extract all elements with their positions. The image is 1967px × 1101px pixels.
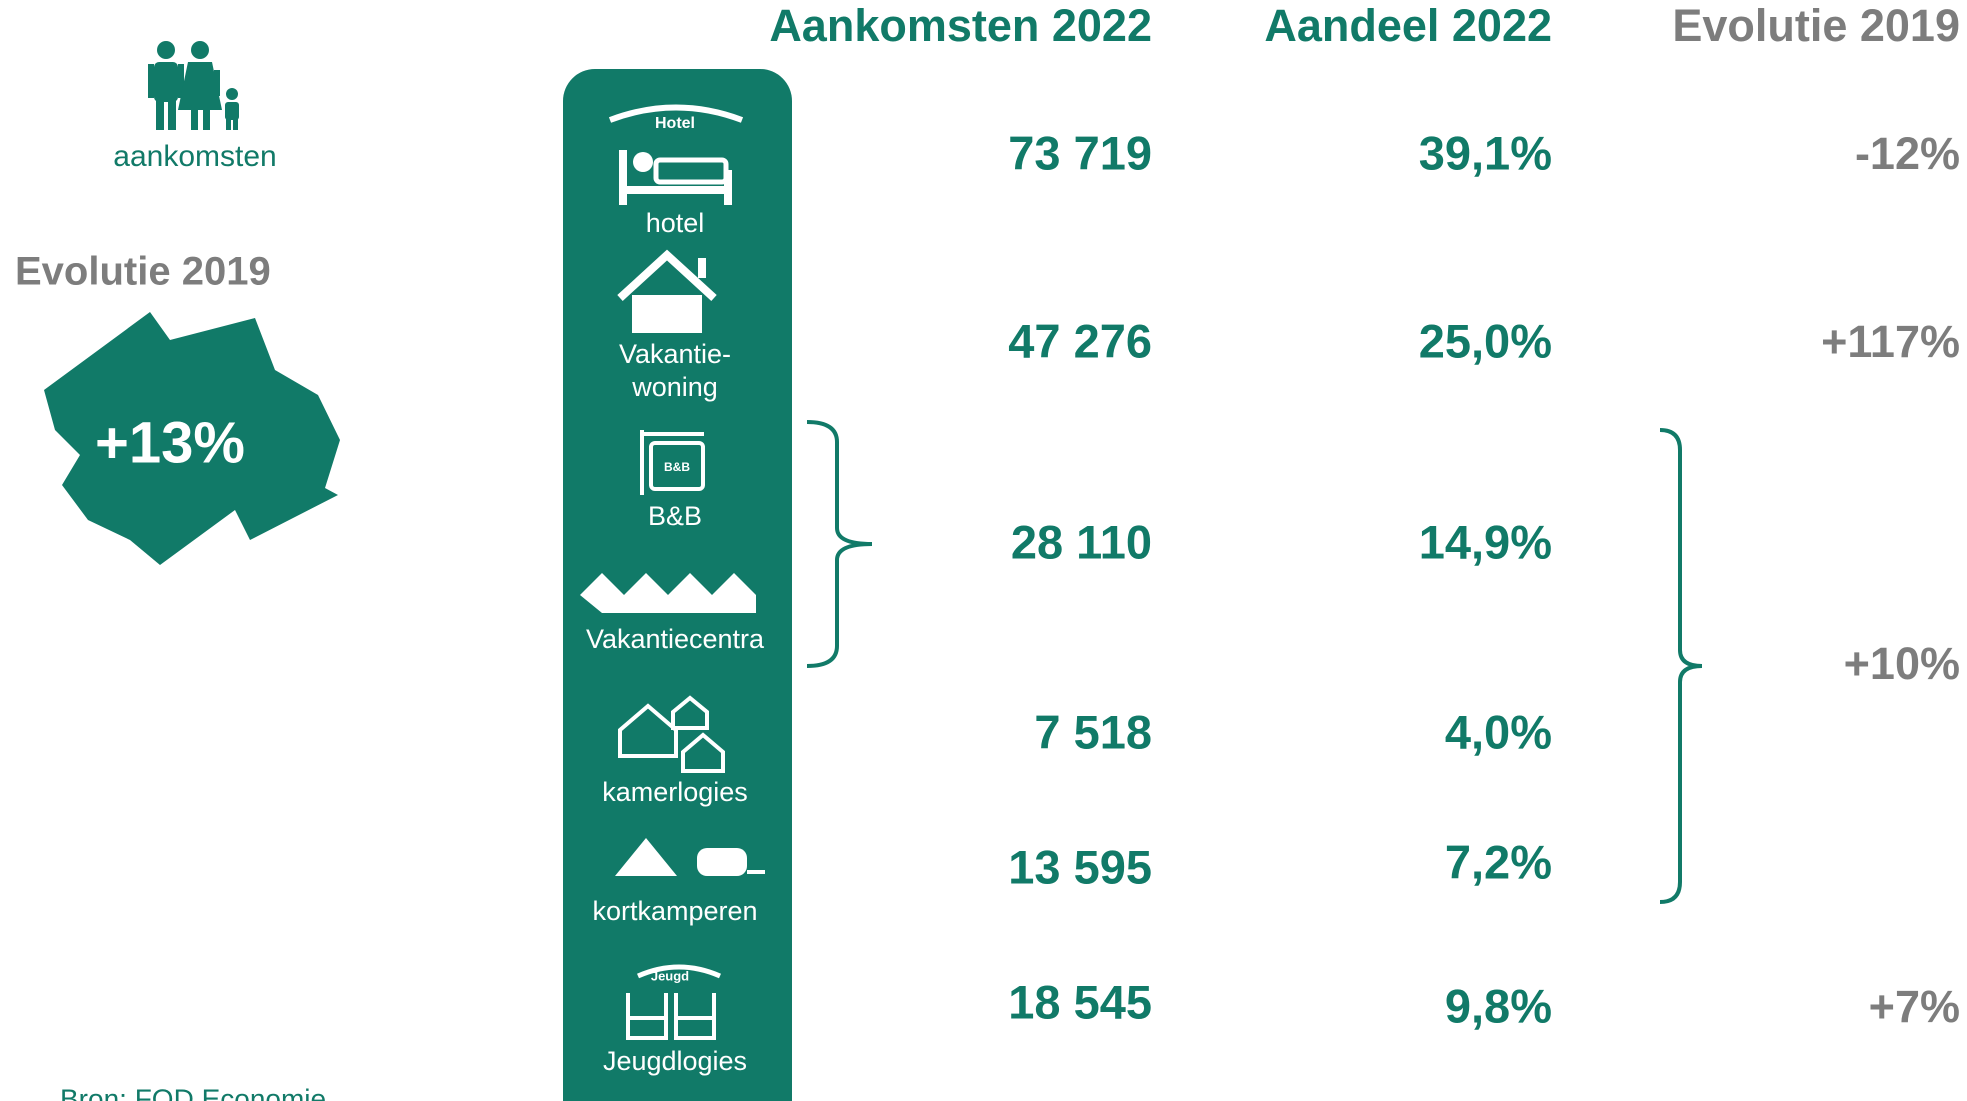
category-label: Jeugdlogies bbox=[603, 1046, 747, 1076]
header: Aandeel 2022 bbox=[1264, 0, 1552, 51]
category-label: B&B bbox=[648, 501, 702, 531]
arrivals: 7 518 bbox=[1034, 705, 1152, 758]
bnb-sign: B&B bbox=[664, 460, 690, 474]
arrivals: 73 719 bbox=[1008, 126, 1152, 179]
evolution-value: +13% bbox=[95, 410, 245, 475]
evolution: +7% bbox=[1869, 981, 1960, 1032]
arrivals: 13 595 bbox=[1008, 840, 1152, 893]
share: 14,9% bbox=[1419, 515, 1552, 568]
source: Bron: FOD Economie bbox=[60, 1083, 326, 1101]
category-label: hotel bbox=[646, 208, 705, 238]
icons bbox=[580, 104, 765, 1040]
category-label: kortkamperen bbox=[592, 896, 757, 926]
brace bbox=[1659, 428, 1703, 904]
brace bbox=[806, 420, 873, 668]
share: 9,8% bbox=[1445, 979, 1552, 1032]
category-label: kamerlogies bbox=[602, 777, 748, 807]
share: 39,1% bbox=[1419, 126, 1552, 179]
arrivals: 28 110 bbox=[1011, 515, 1152, 568]
people-icon bbox=[148, 41, 239, 130]
evolution-title: Evolutie 2019 bbox=[15, 250, 271, 294]
share: 7,2% bbox=[1445, 835, 1552, 888]
arrivals: 18 545 bbox=[1008, 975, 1152, 1028]
splash bbox=[44, 312, 340, 565]
category-label: Vakantie- bbox=[619, 339, 731, 369]
category-label: Vakantiecentra bbox=[586, 624, 765, 654]
evolution: +10% bbox=[1844, 638, 1960, 689]
header: Evolutie 2019 bbox=[1672, 0, 1960, 51]
category-label: woning bbox=[631, 372, 718, 402]
icon-label: aankomsten bbox=[113, 140, 276, 173]
evolution: +117% bbox=[1821, 316, 1960, 367]
youth-sign: Jeugd bbox=[651, 968, 689, 983]
header: Aankomsten 2022 bbox=[769, 0, 1152, 51]
evolution: -12% bbox=[1855, 128, 1960, 179]
share: 25,0% bbox=[1419, 314, 1552, 367]
arrivals: 47 276 bbox=[1008, 314, 1152, 367]
hotel-sign: Hotel bbox=[655, 115, 695, 132]
category-column bbox=[563, 69, 792, 1101]
share: 4,0% bbox=[1445, 705, 1552, 758]
